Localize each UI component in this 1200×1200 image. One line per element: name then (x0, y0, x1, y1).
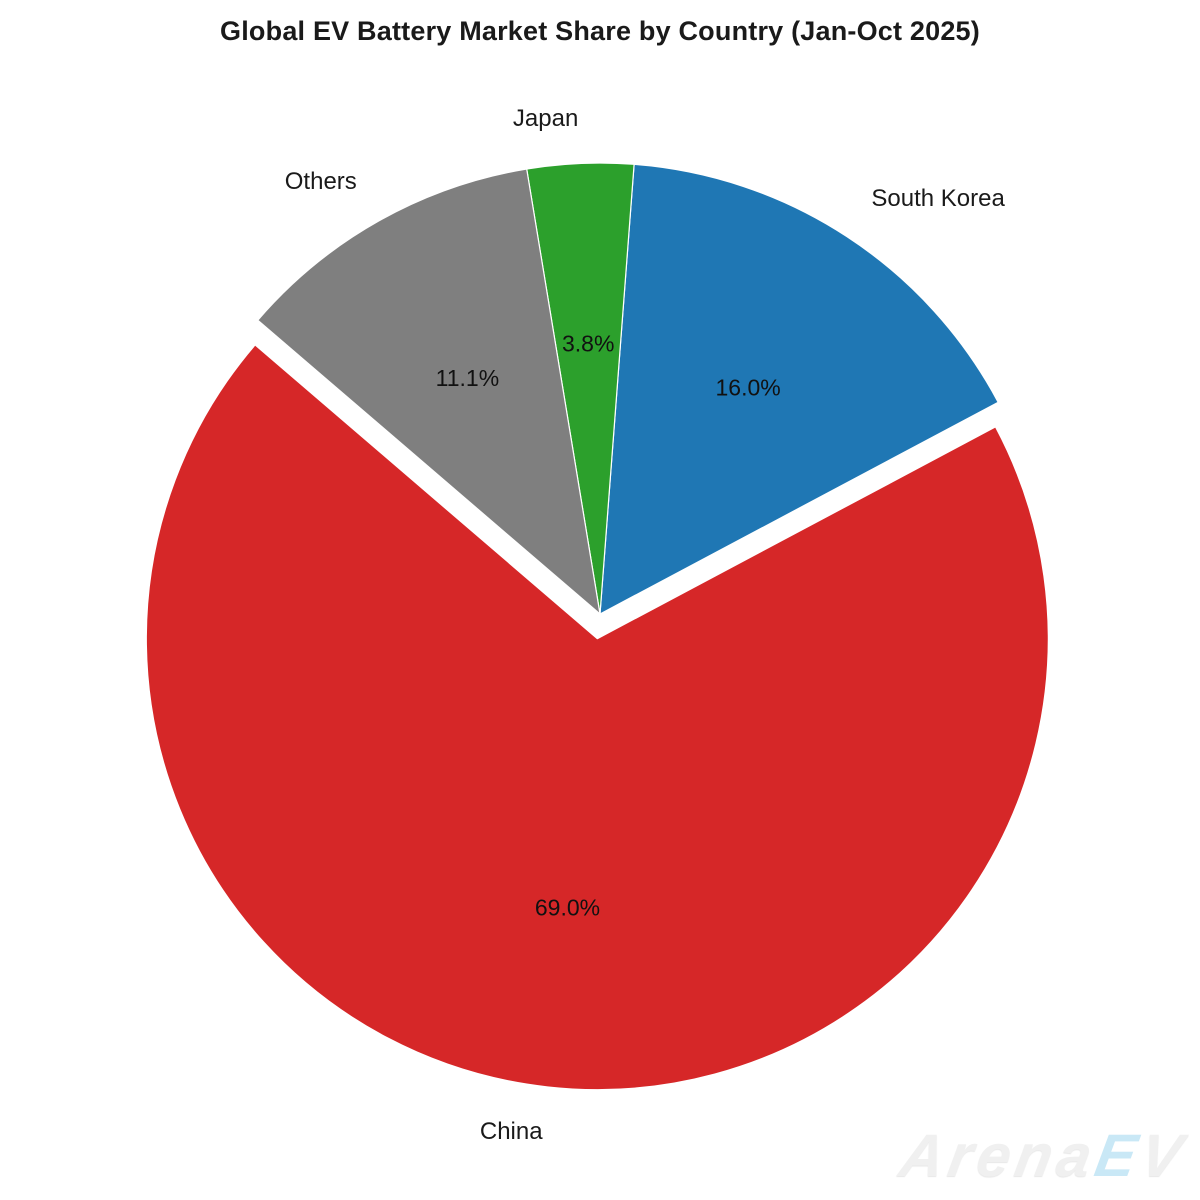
slice-label-others: Others (285, 168, 357, 195)
slice-pct-others: 11.1% (436, 365, 500, 391)
slice-label-japan: Japan (513, 105, 578, 132)
watermark-brand-main: Arena (894, 1122, 1102, 1189)
chart-title: Global EV Battery Market Share by Countr… (220, 16, 980, 46)
slice-pct-china: 69.0% (535, 895, 600, 921)
slice-label-south-korea: South Korea (871, 185, 1005, 212)
pie-slice-china (145, 344, 1049, 1091)
watermark-logo: ArenaEV (895, 1121, 1192, 1190)
slice-pct-japan: 3.8% (562, 331, 614, 357)
slice-label-china: China (480, 1118, 543, 1145)
slice-pct-south-korea: 16.0% (715, 375, 780, 401)
pie-slice-others (257, 168, 601, 615)
pie-slice-south-korea (599, 163, 999, 615)
